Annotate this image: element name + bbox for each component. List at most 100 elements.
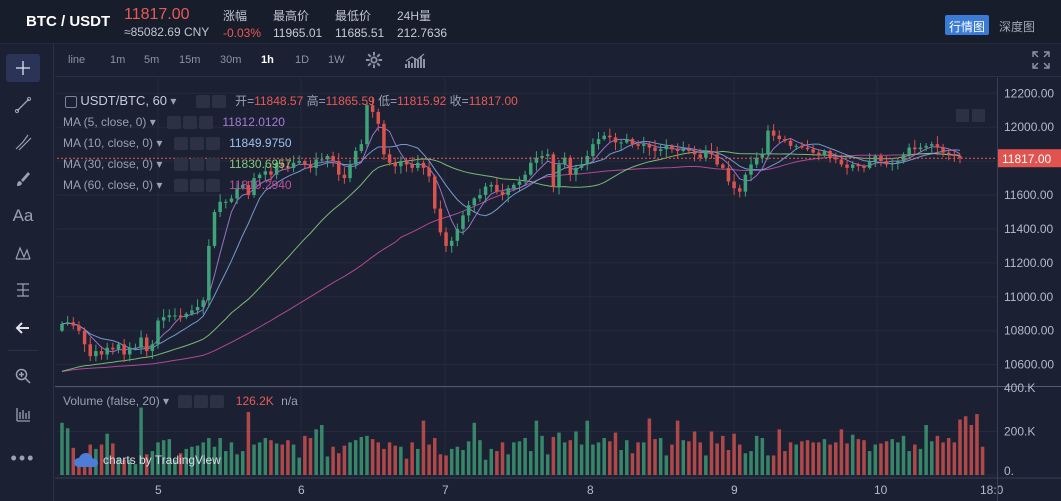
candle [207, 239, 211, 306]
volume-bar [901, 435, 906, 475]
volume-bar [952, 442, 957, 475]
tf-1m[interactable]: 1m [110, 54, 126, 66]
candle [483, 182, 488, 203]
candle [257, 172, 262, 185]
tf-1d[interactable]: 1D [295, 54, 310, 66]
volume-bar [517, 441, 522, 475]
tf-5m[interactable]: 5m [144, 54, 160, 66]
candle [342, 167, 347, 184]
tf-15m[interactable]: 15m [179, 54, 201, 66]
candle [850, 160, 855, 172]
volume-bar [783, 451, 787, 475]
y-tick-label: 12200.00 [1004, 86, 1054, 100]
candle [274, 159, 279, 180]
trendline-tool[interactable] [6, 91, 40, 119]
brush-tool[interactable] [6, 165, 40, 193]
volume-bar [382, 448, 386, 475]
candle [438, 200, 443, 236]
back-tool[interactable] [6, 314, 40, 342]
gear-icon[interactable] [365, 51, 383, 69]
candle [472, 197, 477, 213]
pitchfork-tool[interactable] [6, 128, 40, 156]
zoom-tool[interactable] [6, 362, 40, 390]
volume-bar [263, 438, 268, 475]
candle [252, 172, 256, 198]
volume-bar [822, 439, 827, 475]
candle [195, 299, 200, 315]
candle [845, 160, 849, 175]
volume-bar [777, 429, 782, 475]
volume-bar [602, 438, 606, 475]
candle [811, 145, 815, 156]
candle [173, 308, 177, 321]
volume-bar [128, 459, 132, 475]
chart-area[interactable]: 10600.00 10800.00 11000.00 11200.00 11400.00… [55, 78, 1061, 501]
volume-bar [416, 448, 420, 475]
arrow-left-icon [15, 322, 29, 334]
volume-bar [291, 444, 296, 475]
volume-bar [252, 444, 256, 475]
candle [105, 342, 109, 360]
volume-bar [879, 443, 883, 475]
x-tick-label: 5 [155, 483, 162, 497]
volume-bar [410, 442, 414, 475]
tf-line[interactable]: line [68, 54, 86, 66]
candle [506, 185, 510, 203]
ruler-icon [17, 283, 29, 297]
text-tool[interactable]: Aa [6, 202, 40, 230]
volume-bar [297, 457, 301, 475]
x-tick-label: 6 [298, 483, 305, 497]
tab-depth-chart[interactable]: 深度图 [999, 20, 1036, 34]
volume-bar [664, 455, 669, 475]
legend-ma10[interactable]: MA (10, close, 0) ▾ 11849.9750 [63, 136, 292, 151]
volume-bar [591, 444, 595, 475]
y-tick-label: 10600.00 [1004, 358, 1054, 372]
candle [800, 141, 804, 150]
legend-ma60[interactable]: MA (60, close, 0) ▾ 11819.2940 [63, 178, 292, 193]
candle [828, 149, 832, 163]
volume-bar [77, 459, 81, 475]
volume-bar [551, 436, 556, 475]
legend-ma5[interactable]: MA (5, close, 0) ▾ 11812.0120 [63, 115, 285, 130]
ma5-line [61, 126, 961, 353]
tf-1h[interactable]: 1h [261, 54, 274, 66]
volume-bar [212, 446, 217, 475]
volume-bar [596, 442, 601, 475]
legend-volume[interactable]: Volume (false, 20) ▾ 126.2K n/a [63, 394, 298, 409]
legend-ma30[interactable]: MA (30, close, 0) ▾ 11830.6957 [63, 157, 292, 172]
tradingview-watermark[interactable]: charts by TradingView [73, 452, 221, 468]
tab-market-chart[interactable]: 行情图 [945, 15, 990, 35]
pair-title[interactable]: BTC / USDT [26, 13, 111, 30]
volume-tick-label: 200.K [1004, 425, 1035, 439]
candle [907, 143, 911, 160]
volume-bar [224, 451, 228, 475]
volume-bar [184, 448, 189, 475]
more-tools[interactable]: ••• [6, 444, 40, 472]
volume-bar [743, 453, 748, 475]
chart-settings-tool[interactable] [6, 400, 40, 428]
volume-bar [229, 442, 234, 475]
candle [461, 210, 465, 235]
volume-bar [924, 424, 928, 475]
candle [754, 152, 759, 169]
price-chart[interactable]: 10600.00 10800.00 11000.00 11200.00 11400.00… [55, 78, 1061, 501]
legend-symbol[interactable]: USDT/BTC, 60 [80, 93, 168, 108]
tf-1w[interactable]: 1W [328, 54, 345, 66]
pattern-tool[interactable] [6, 239, 40, 267]
indicators-icon[interactable] [405, 52, 425, 69]
candle [178, 308, 183, 322]
volume-bar [235, 454, 239, 475]
volume-bar [896, 442, 900, 475]
candle [455, 223, 460, 247]
fullscreen-icon[interactable] [1032, 51, 1050, 69]
volume-bar [805, 440, 810, 475]
tf-30m[interactable]: 30m [220, 54, 242, 66]
volume-bar [207, 438, 211, 475]
crosshair-tool[interactable] [6, 54, 40, 82]
volume-bar [625, 440, 629, 475]
measure-tool[interactable] [6, 276, 40, 304]
candle [591, 138, 595, 161]
volume-bar [980, 446, 985, 475]
candle [348, 159, 352, 183]
candle [721, 162, 725, 170]
